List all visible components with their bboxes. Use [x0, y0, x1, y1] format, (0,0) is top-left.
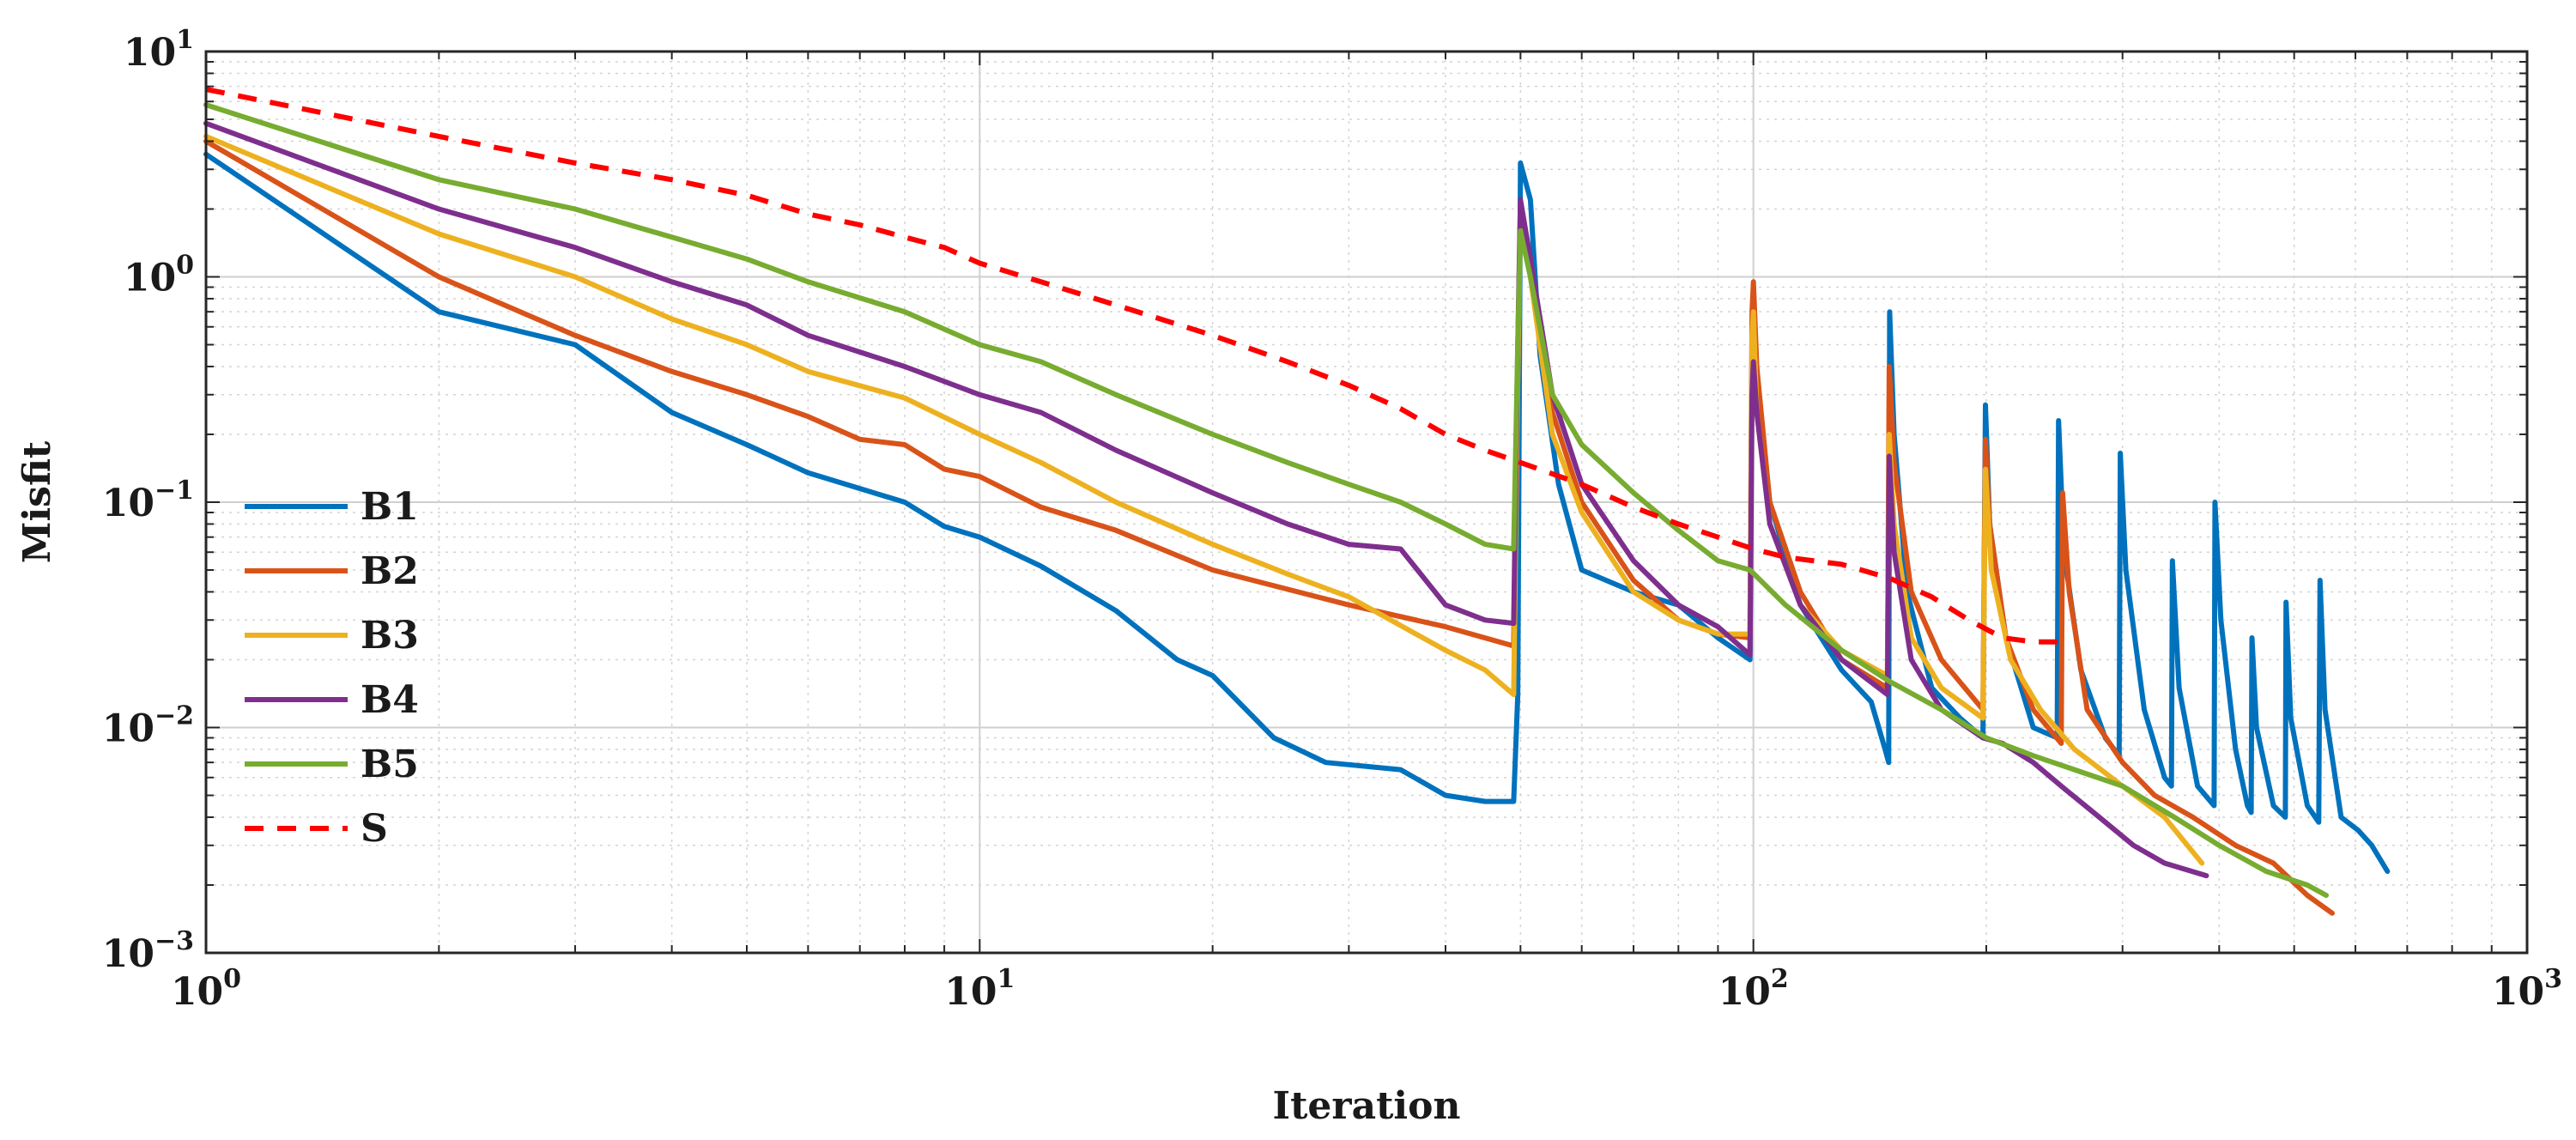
- legend-label-b2: B2: [361, 549, 419, 593]
- x-tick-label: 100: [171, 964, 241, 1014]
- tick-marks: [205, 52, 2527, 954]
- x-tick-label: 103: [2492, 964, 2562, 1014]
- legend-label-b5: B5: [361, 743, 419, 786]
- y-tick-label: 10−1: [102, 476, 194, 525]
- y-axis-title: Misfit: [15, 440, 59, 563]
- y-tick-label: 10−2: [102, 701, 194, 751]
- y-tick-label: 101: [124, 25, 194, 75]
- series-line-b5: [203, 102, 2329, 898]
- series-line-b3: [203, 133, 2205, 866]
- x-axis-title: Iteration: [1273, 1084, 1461, 1128]
- legend: B1 B2 B3 B4 B5 S: [245, 485, 419, 851]
- legend-label-s: S: [361, 807, 388, 851]
- y-tick-label: 100: [124, 251, 194, 300]
- series-line-b2: [203, 138, 2335, 916]
- y-tick-label: 10−3: [102, 926, 194, 976]
- x-tick-label: 102: [1718, 964, 1789, 1014]
- x-tick-label: 101: [944, 964, 1015, 1014]
- legend-label-b1: B1: [361, 485, 419, 529]
- series-line-b1: [203, 151, 2391, 874]
- series-line-s: [205, 87, 2062, 645]
- series-layer: [203, 87, 2391, 916]
- tick-labels: 100 101 102 103 101 100 10−1 10−2 10−3: [102, 25, 2562, 1014]
- legend-label-b4: B4: [361, 678, 419, 722]
- legend-label-b3: B3: [361, 614, 419, 658]
